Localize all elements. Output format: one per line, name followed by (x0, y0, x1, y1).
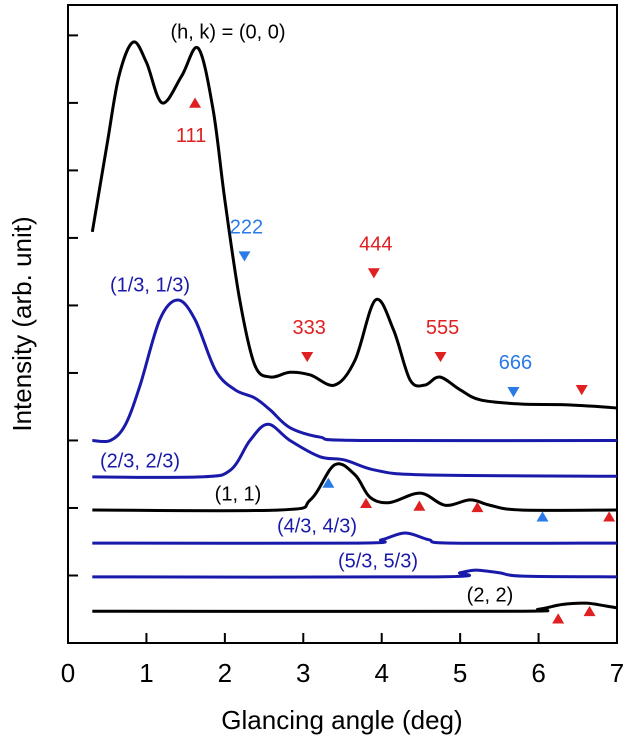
marker (301, 351, 314, 363)
marker (583, 605, 596, 617)
marker-label: 111 (176, 125, 206, 147)
marker (322, 477, 335, 488)
curve (90, 40, 618, 410)
curve-label: (4/3, 4/3) (277, 515, 357, 537)
marker (413, 500, 426, 511)
x-tick-label: 1 (139, 658, 153, 688)
marker (536, 511, 549, 522)
curve-label: (2/3, 2/3) (100, 450, 180, 472)
marker (552, 613, 565, 624)
curve (92, 601, 618, 613)
marker-label: 555 (426, 317, 459, 339)
marker (367, 268, 380, 279)
curve-label: (1/3, 1/3) (110, 274, 190, 296)
x-tick-label: 3 (296, 658, 310, 688)
curve-label: (2, 2) (467, 584, 514, 606)
curve-label: (5/3, 5/3) (338, 550, 418, 572)
marker-label: 222 (230, 216, 263, 238)
marker-label: 666 (499, 352, 532, 374)
marker-label: 333 (293, 317, 326, 339)
marker (189, 97, 202, 108)
marker (360, 497, 373, 509)
marker (575, 385, 588, 396)
marker (507, 387, 520, 398)
curve (92, 568, 618, 579)
x-axis-label: Glancing angle (deg) (221, 705, 462, 735)
curve (92, 531, 618, 545)
y-axis-label: Intensity (arb. unit) (7, 216, 37, 431)
curve (92, 462, 618, 513)
marker (434, 351, 447, 363)
curve-label: (h, k) = (0, 0) (170, 21, 285, 43)
curve-label: (1, 1) (215, 483, 262, 505)
plot-frame (67, 4, 618, 644)
x-tick-label: 4 (374, 658, 388, 688)
curve (92, 422, 618, 479)
x-tick-label: 5 (453, 658, 467, 688)
marker-label: 444 (359, 233, 392, 255)
x-tick-label: 6 (531, 658, 545, 688)
marker (603, 511, 616, 522)
marker (238, 251, 251, 262)
x-tick-label: 7 (610, 658, 624, 688)
x-tick-label: 2 (218, 658, 232, 688)
marker (471, 501, 484, 513)
curve (92, 298, 618, 444)
x-tick-label: 0 (61, 658, 75, 688)
